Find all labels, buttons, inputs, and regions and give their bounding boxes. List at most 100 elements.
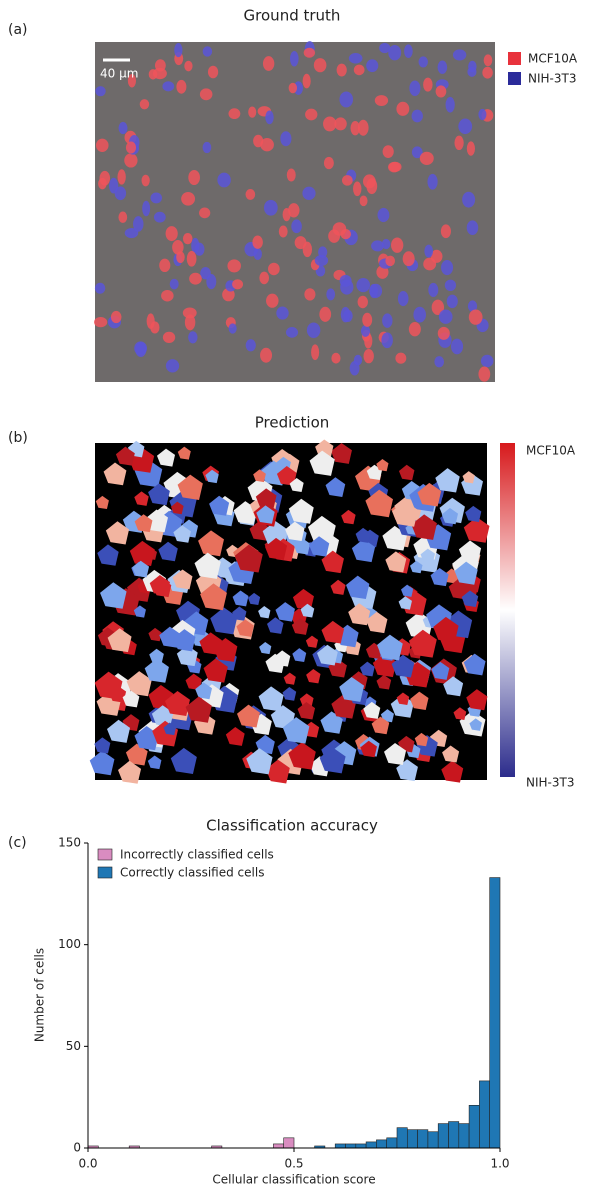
cell xyxy=(163,332,175,343)
cell xyxy=(280,131,291,146)
cell xyxy=(187,251,197,267)
legend-label: MCF10A xyxy=(528,52,578,66)
cell xyxy=(364,349,374,363)
cell xyxy=(323,116,336,131)
cell xyxy=(166,226,178,241)
bar xyxy=(490,878,500,1148)
cell xyxy=(371,240,384,251)
cell xyxy=(154,212,166,223)
cell xyxy=(276,307,288,320)
cell xyxy=(366,178,377,194)
cell xyxy=(111,311,122,323)
panel-title: Prediction xyxy=(255,414,330,432)
cell xyxy=(263,56,274,71)
cell xyxy=(162,81,174,91)
cell xyxy=(424,245,433,258)
cell xyxy=(340,229,351,239)
cell xyxy=(447,295,458,309)
bar xyxy=(459,1124,469,1148)
cell xyxy=(438,61,448,74)
cell xyxy=(438,327,450,340)
cell xyxy=(342,175,353,186)
bar xyxy=(469,1105,479,1148)
cell xyxy=(203,142,212,153)
plot: 0501001500.00.51.0Incorrectly classified… xyxy=(58,836,509,1171)
y-tick-label: 150 xyxy=(58,836,81,850)
cell xyxy=(420,152,434,165)
cell xyxy=(150,321,159,333)
cell xyxy=(478,366,490,381)
bar xyxy=(273,1144,283,1148)
cell xyxy=(454,136,463,150)
legend-swatch xyxy=(98,867,112,878)
legend: MCF10ANIH-3T3 xyxy=(508,52,578,86)
cell xyxy=(409,81,420,97)
cell xyxy=(391,237,403,252)
cell xyxy=(206,274,216,289)
bar xyxy=(418,1130,428,1148)
cell xyxy=(395,353,406,364)
cell xyxy=(159,259,170,272)
cell xyxy=(161,290,174,301)
cell xyxy=(268,263,280,275)
cell xyxy=(458,119,472,135)
cell xyxy=(170,279,179,290)
cell xyxy=(467,141,475,155)
cell xyxy=(228,108,240,119)
cell xyxy=(229,323,237,333)
cell xyxy=(286,327,298,338)
bar xyxy=(438,1124,448,1148)
cell xyxy=(142,201,150,216)
cell xyxy=(385,256,395,267)
cell xyxy=(149,69,158,80)
cell xyxy=(423,258,436,271)
cell xyxy=(469,310,483,325)
cell xyxy=(227,259,241,272)
legend-label: Incorrectly classified cells xyxy=(120,848,274,862)
cell xyxy=(166,359,179,372)
y-tick-label: 50 xyxy=(66,1039,81,1053)
legend-swatch xyxy=(508,72,521,85)
bar xyxy=(346,1144,356,1148)
cell xyxy=(319,307,331,322)
cell xyxy=(303,74,311,89)
cell xyxy=(188,331,197,343)
cell xyxy=(266,294,278,308)
cell xyxy=(315,255,328,266)
cell xyxy=(446,97,455,113)
colorbar-label: MCF10A xyxy=(526,444,576,458)
cell xyxy=(378,208,390,222)
cell xyxy=(290,51,299,67)
cell xyxy=(188,170,200,185)
x-tick-label: 0.5 xyxy=(284,1157,303,1171)
cell xyxy=(356,278,370,292)
cell xyxy=(203,46,212,56)
bar xyxy=(376,1140,386,1148)
cell xyxy=(482,67,492,79)
cell xyxy=(328,229,340,242)
cell xyxy=(279,226,288,238)
cell xyxy=(428,283,438,297)
cell xyxy=(484,54,493,66)
y-tick-label: 0 xyxy=(73,1141,81,1155)
figure: (a) Ground truth 40 µm MCF10ANIH-3T3 (b)… xyxy=(0,0,593,1189)
y-tick-label: 100 xyxy=(58,937,81,951)
cell xyxy=(354,65,365,76)
cell xyxy=(382,313,392,328)
cell xyxy=(289,83,297,93)
cell xyxy=(360,195,368,206)
x-tick-label: 1.0 xyxy=(490,1157,509,1171)
cell xyxy=(445,280,456,291)
cell xyxy=(419,56,428,67)
bar xyxy=(397,1128,407,1148)
cell xyxy=(246,189,256,200)
cell xyxy=(453,49,466,60)
cell xyxy=(481,355,494,368)
cell xyxy=(176,251,185,263)
cell xyxy=(302,187,315,200)
colorbar-label: NIH-3T3 xyxy=(526,776,574,790)
panel-title: Ground truth xyxy=(244,7,341,25)
cell xyxy=(264,200,278,216)
cell xyxy=(361,325,370,337)
cell xyxy=(369,284,382,298)
